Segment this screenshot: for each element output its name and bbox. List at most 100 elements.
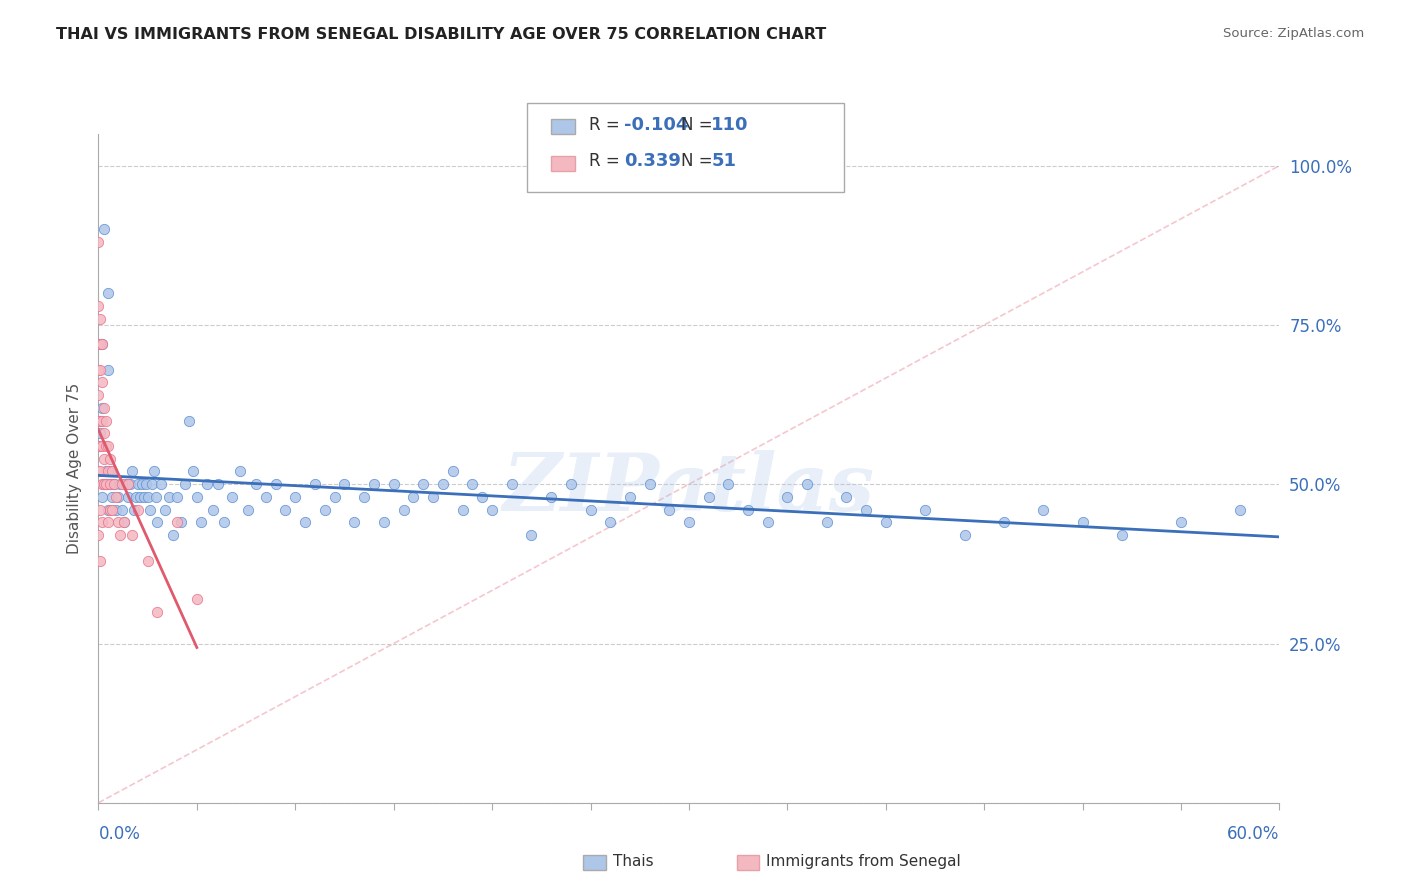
Point <box>146 516 169 530</box>
Text: 51: 51 <box>711 153 737 170</box>
Point <box>201 502 224 516</box>
Point <box>402 490 425 504</box>
Point <box>373 516 395 530</box>
Point <box>98 451 121 466</box>
Point <box>93 222 115 236</box>
Point <box>103 477 125 491</box>
Point <box>98 477 121 491</box>
Point <box>108 528 131 542</box>
Point <box>284 490 307 504</box>
Point <box>756 516 779 530</box>
Point <box>599 516 621 530</box>
Point <box>304 477 326 491</box>
Point <box>136 554 159 568</box>
Point <box>89 337 111 351</box>
Point <box>432 477 454 491</box>
Point <box>91 439 114 453</box>
Point <box>835 490 858 504</box>
Y-axis label: Disability Age Over 75: Disability Age Over 75 <box>67 383 83 554</box>
Point <box>91 413 114 427</box>
Point <box>145 490 167 504</box>
Point <box>98 465 121 479</box>
Point <box>363 477 385 491</box>
Point <box>121 528 143 542</box>
Point <box>107 516 129 530</box>
Point <box>117 490 139 504</box>
Point <box>122 502 145 516</box>
Point <box>221 490 243 504</box>
Point <box>155 502 177 516</box>
Point <box>177 413 200 427</box>
Point <box>87 439 110 453</box>
Point <box>451 502 474 516</box>
Point <box>127 477 149 491</box>
Point <box>91 337 114 351</box>
Point <box>112 516 135 530</box>
Point <box>1071 516 1094 530</box>
Text: 110: 110 <box>711 116 749 134</box>
Point <box>91 337 114 351</box>
Point <box>87 388 110 402</box>
Point <box>142 465 165 479</box>
Point <box>579 502 602 516</box>
Point <box>619 490 641 504</box>
Point <box>101 465 124 479</box>
Text: R =: R = <box>589 153 620 170</box>
Point <box>678 516 700 530</box>
Point <box>87 528 110 542</box>
Point <box>111 477 134 491</box>
Point <box>236 502 259 516</box>
Point <box>103 477 125 491</box>
Point <box>214 516 236 530</box>
Point <box>128 490 150 504</box>
Point <box>953 528 976 542</box>
Point <box>658 502 681 516</box>
Point <box>125 490 148 504</box>
Point <box>91 477 114 491</box>
Point <box>89 362 111 376</box>
Point <box>796 477 818 491</box>
Point <box>170 516 193 530</box>
Point <box>89 465 111 479</box>
Point <box>101 502 124 516</box>
Point <box>815 516 838 530</box>
Point <box>117 477 139 491</box>
Point <box>98 502 121 516</box>
Point <box>97 286 120 301</box>
Point <box>697 490 720 504</box>
Point <box>1229 502 1251 516</box>
Point <box>162 528 184 542</box>
Point <box>111 502 134 516</box>
Point <box>91 516 114 530</box>
Point <box>87 299 110 313</box>
Point <box>314 502 336 516</box>
Point <box>166 516 188 530</box>
Point <box>1170 516 1192 530</box>
Point <box>96 439 118 453</box>
Point <box>96 477 118 491</box>
Point <box>855 502 877 516</box>
Point <box>353 490 375 504</box>
Text: R =: R = <box>589 116 620 134</box>
Text: N =: N = <box>681 153 711 170</box>
Point <box>115 477 138 491</box>
Point <box>146 605 169 619</box>
Point <box>993 516 1015 530</box>
Point <box>294 516 316 530</box>
Point <box>132 490 155 504</box>
Point <box>207 477 229 491</box>
Point <box>150 477 173 491</box>
Text: -0.104: -0.104 <box>624 116 689 134</box>
Point <box>776 490 799 504</box>
Point <box>333 477 356 491</box>
Point <box>96 413 118 427</box>
Point <box>190 516 212 530</box>
Point <box>717 477 740 491</box>
Point <box>93 426 115 441</box>
Point <box>89 439 111 453</box>
Point <box>127 502 149 516</box>
Point <box>97 439 120 453</box>
Point <box>121 465 143 479</box>
Point <box>91 490 114 504</box>
Point <box>157 490 180 504</box>
